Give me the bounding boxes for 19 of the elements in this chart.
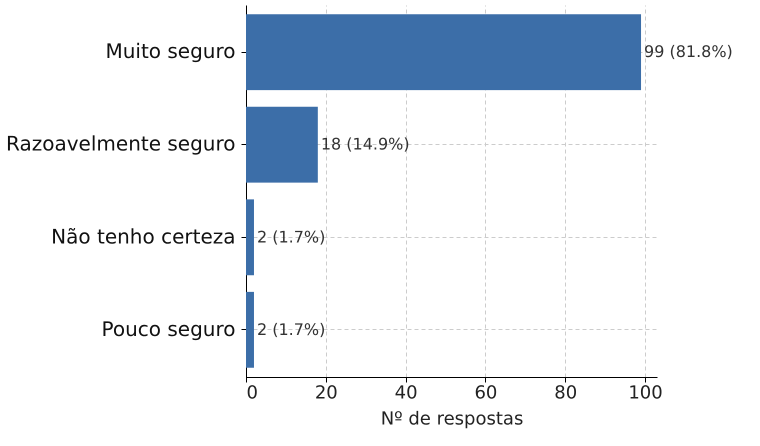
y-tick-label: Não tenho certeza — [51, 224, 236, 248]
bar — [246, 106, 318, 183]
x-tick-label: 0 — [246, 382, 258, 404]
x-tick-label: 100 — [628, 382, 663, 404]
data-label: 2 (1.7%) — [256, 227, 326, 246]
bar — [246, 292, 254, 368]
data-label: 99 (81.8%) — [644, 42, 733, 62]
bar — [246, 14, 642, 90]
y-tick-label: Razoavelmente seguro — [6, 132, 236, 156]
y-tick-label: Muito seguro — [105, 39, 236, 64]
data-label: 2 (1.7%) — [256, 320, 326, 339]
x-axis-title: Nº de respostas — [380, 408, 524, 430]
y-tick-label: Pouco seguro — [102, 316, 236, 341]
x-tick-label: 20 — [314, 382, 338, 404]
x-tick-label: 60 — [474, 382, 498, 404]
x-tick-label: 80 — [554, 382, 578, 404]
x-tick-label: 40 — [394, 382, 418, 404]
data-label: 18 (14.9%) — [320, 134, 410, 154]
bar — [246, 199, 254, 276]
